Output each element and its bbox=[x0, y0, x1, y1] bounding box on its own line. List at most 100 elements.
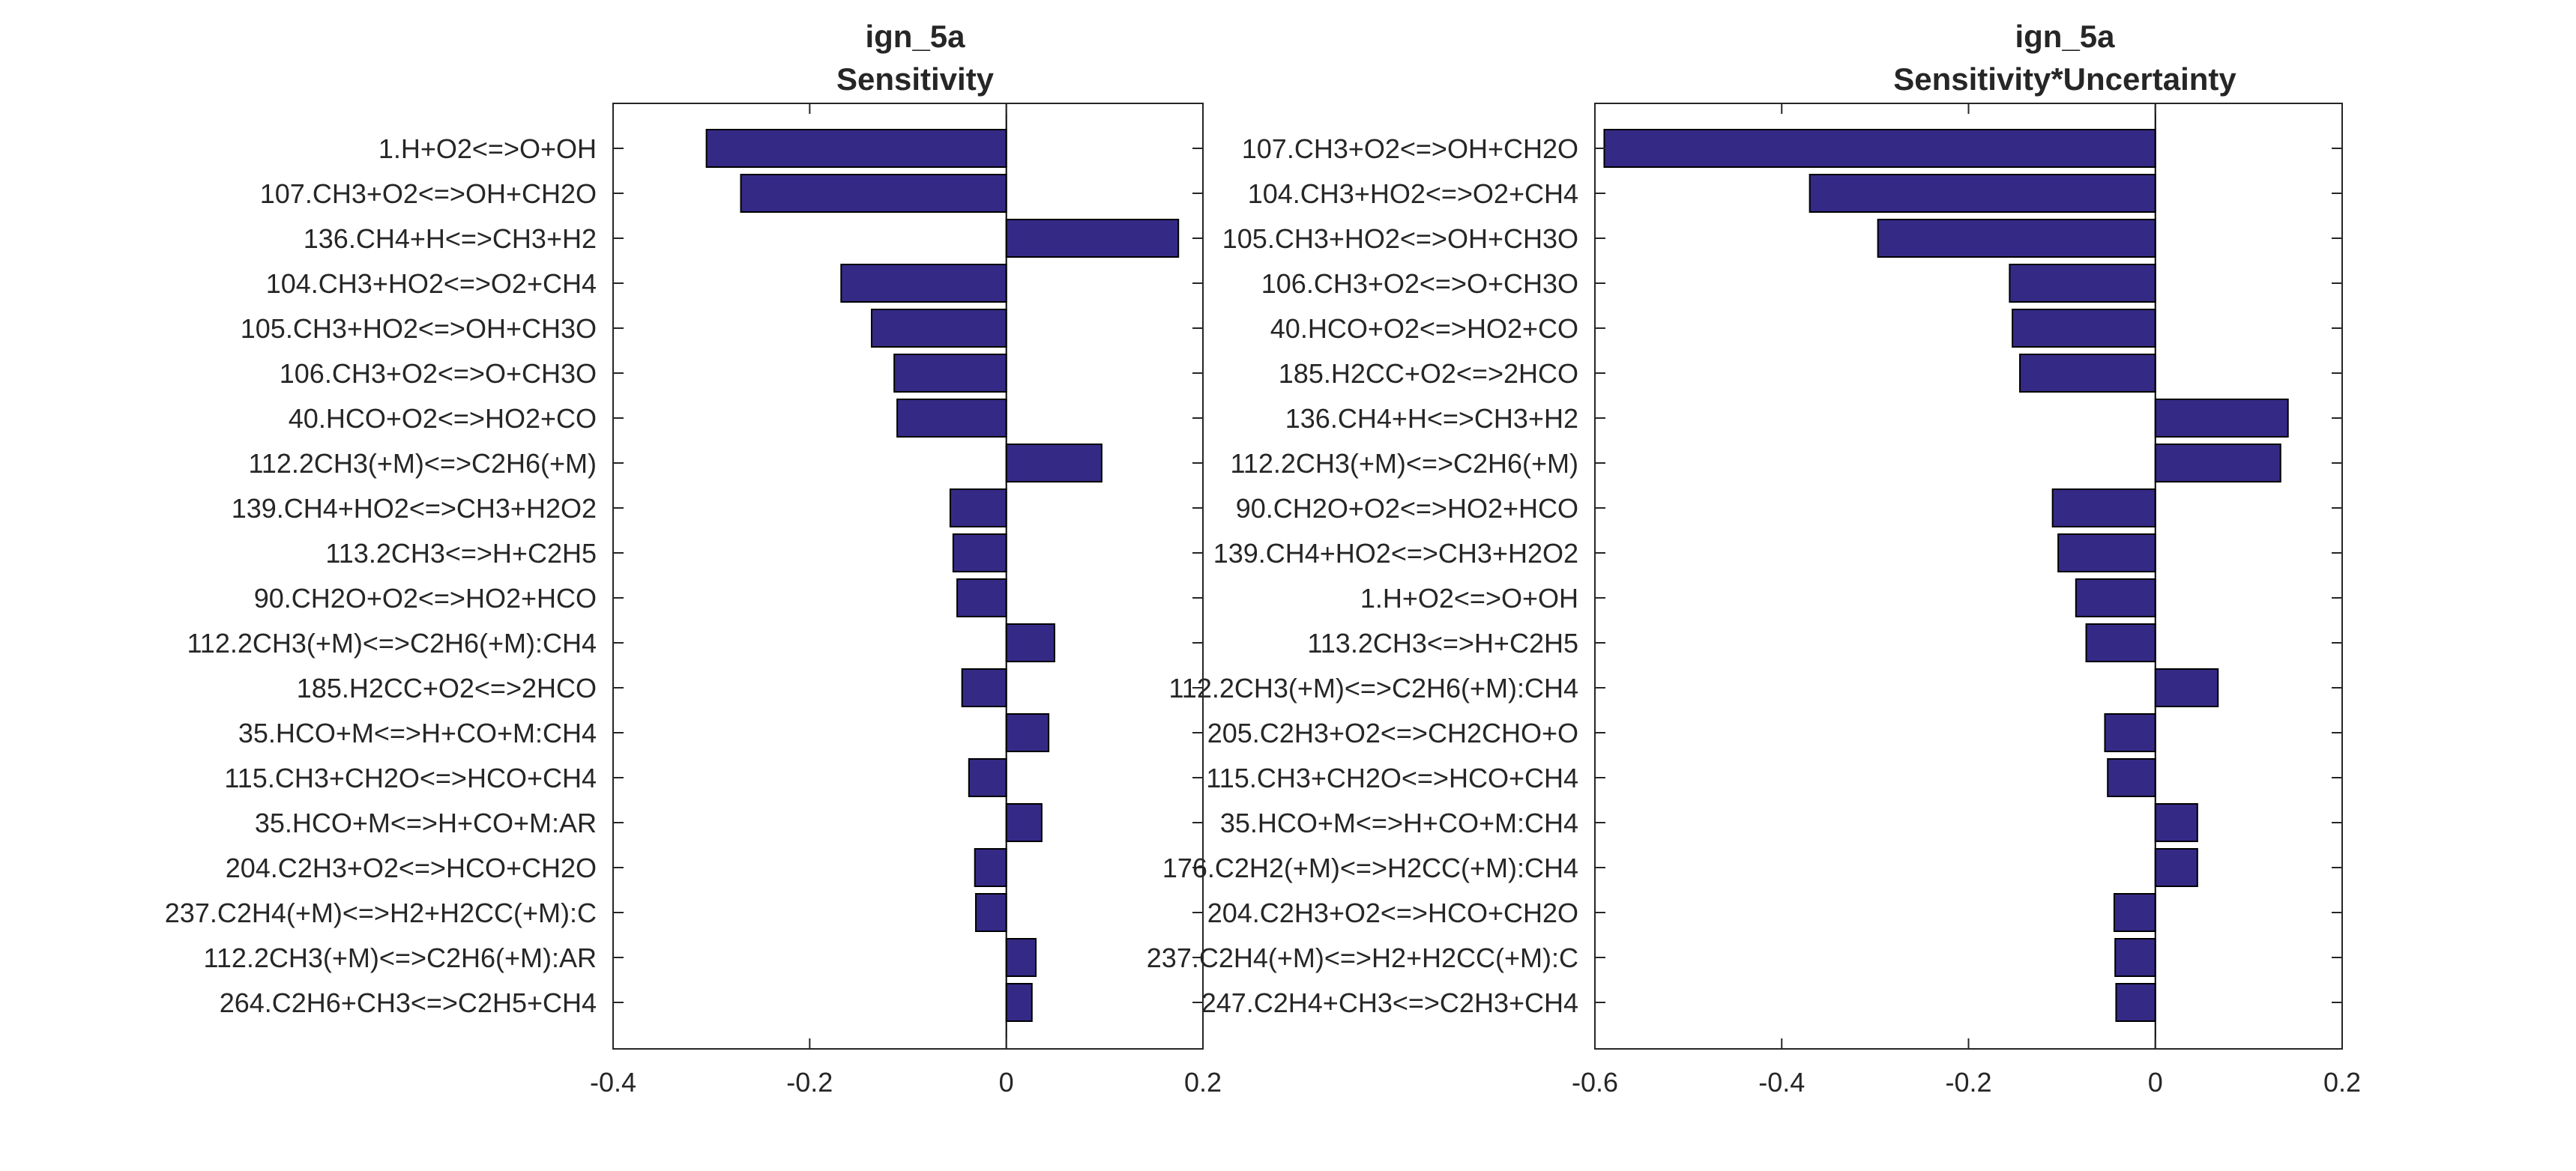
category-label: 40.HCO+O2<=>HO2+CO bbox=[1270, 313, 1578, 344]
bar-13 bbox=[961, 668, 1007, 707]
bar-2 bbox=[740, 174, 1007, 213]
bar-11 bbox=[2075, 578, 2156, 617]
bar-12 bbox=[2085, 623, 2156, 662]
category-label: 176.C2H2(+M)<=>H2CC(+M):CH4 bbox=[1162, 853, 1578, 883]
bar-8 bbox=[2154, 444, 2281, 482]
bar-7 bbox=[2154, 399, 2289, 438]
category-label: 107.CH3+O2<=>OH+CH2O bbox=[260, 178, 597, 209]
category-label: 139.CH4+HO2<=>CH3+H2O2 bbox=[1213, 538, 1578, 569]
category-label: 105.CH3+HO2<=>OH+CH3O bbox=[241, 313, 597, 344]
category-label: 247.C2H4+CH3<=>C2H3+CH4 bbox=[1201, 987, 1578, 1018]
category-labels: 107.CH3+O2<=>OH+CH2O 104.CH3+HO2<=>O2+CH4… bbox=[1147, 133, 1578, 1018]
category-label: 112.2CH3(+M)<=>C2H6(+M):CH4 bbox=[187, 628, 597, 659]
bar-11 bbox=[956, 578, 1007, 617]
category-label: 40.HCO+O2<=>HO2+CO bbox=[289, 403, 597, 434]
bar-4 bbox=[840, 264, 1007, 303]
bar-19 bbox=[2114, 938, 2156, 977]
bar-1 bbox=[705, 129, 1007, 168]
category-label: 205.C2H3+O2<=>CH2CHO+O bbox=[1207, 718, 1578, 748]
category-label: 112.2CH3(+M)<=>C2H6(+M) bbox=[248, 448, 597, 479]
x-tick-label: 0 bbox=[2148, 1067, 2163, 1098]
bar-15 bbox=[2107, 758, 2156, 797]
x-tick-label: 0.2 bbox=[1184, 1067, 1222, 1098]
category-label: 112.2CH3(+M)<=>C2H6(+M):CH4 bbox=[1168, 673, 1578, 703]
category-label: 35.HCO+M<=>H+CO+M:AR bbox=[255, 808, 597, 838]
bar-6 bbox=[893, 354, 1007, 393]
category-label: 104.CH3+HO2<=>O2+CH4 bbox=[266, 268, 597, 299]
category-label: 104.CH3+HO2<=>O2+CH4 bbox=[1248, 178, 1578, 209]
category-label: 237.C2H4(+M)<=>H2+H2CC(+M):C bbox=[165, 898, 597, 928]
bar-20 bbox=[2115, 983, 2156, 1022]
category-label: 35.HCO+M<=>H+CO+M:CH4 bbox=[1220, 808, 1578, 838]
category-label: 112.2CH3(+M)<=>C2H6(+M) bbox=[1230, 448, 1578, 479]
category-label: 204.C2H3+O2<=>HCO+CH2O bbox=[226, 853, 597, 883]
bar-3 bbox=[1005, 219, 1180, 258]
bar-9 bbox=[2051, 488, 2156, 527]
category-label: 204.C2H3+O2<=>HCO+CH2O bbox=[1207, 898, 1578, 928]
category-label: 1.H+O2<=>O+OH bbox=[1360, 583, 1578, 614]
bar-5 bbox=[870, 309, 1007, 348]
bar-8 bbox=[1005, 444, 1103, 482]
x-axis-ticks: -0.6 -0.4 -0.2 0 0.2 bbox=[1572, 103, 2361, 1098]
axes-frame bbox=[1594, 103, 2343, 1050]
x-tick-label: 0 bbox=[999, 1067, 1014, 1098]
bar-10 bbox=[2057, 533, 2156, 572]
category-label: 112.2CH3(+M)<=>C2H6(+M):AR bbox=[203, 942, 597, 973]
sensitivity-uncertainty-panel: ign_5a Sensitivity*Uncertainty 107.CH3+O… bbox=[1147, 19, 2361, 1098]
bar-3 bbox=[1877, 219, 2156, 258]
panel-title-line2: Sensitivity bbox=[836, 61, 995, 97]
x-tick-label: -0.4 bbox=[590, 1067, 636, 1098]
bar-18 bbox=[2113, 893, 2156, 932]
sensitivity-panel: ign_5a Sensitivity 1.H+O2<=>O+OH 107.CH3+… bbox=[165, 19, 1222, 1098]
panel-title-line1: ign_5a bbox=[865, 19, 965, 54]
category-label: 1.H+O2<=>O+OH bbox=[378, 133, 597, 164]
bar-4 bbox=[2009, 264, 2156, 303]
category-label: 115.CH3+CH2O<=>HCO+CH4 bbox=[1206, 763, 1578, 793]
bar-10 bbox=[952, 533, 1007, 572]
bar-6 bbox=[2019, 354, 2156, 393]
axes-frame bbox=[612, 103, 1204, 1050]
bar-2 bbox=[1809, 174, 2156, 213]
bar-group bbox=[1603, 103, 2289, 1049]
category-label: 185.H2CC+O2<=>2HCO bbox=[1279, 358, 1578, 389]
bar-group bbox=[705, 103, 1180, 1049]
bar-9 bbox=[949, 488, 1007, 527]
category-label: 35.HCO+M<=>H+CO+M:CH4 bbox=[238, 718, 597, 748]
category-label: 90.CH2O+O2<=>HO2+HCO bbox=[1236, 493, 1578, 524]
category-label: 107.CH3+O2<=>OH+CH2O bbox=[1242, 133, 1578, 164]
category-label: 136.CH4+H<=>CH3+H2 bbox=[304, 223, 597, 254]
bar-20 bbox=[1005, 983, 1033, 1022]
category-label: 237.C2H4(+M)<=>H2+H2CC(+M):C bbox=[1147, 942, 1578, 973]
category-labels: 1.H+O2<=>O+OH 107.CH3+O2<=>OH+CH2O 136.CH4… bbox=[165, 133, 597, 1018]
bar-19 bbox=[1005, 938, 1037, 977]
category-label: 264.C2H6+CH3<=>C2H5+CH4 bbox=[220, 987, 597, 1018]
panel-title-line2: Sensitivity*Uncertainty bbox=[1893, 61, 2236, 97]
x-tick-label: -0.2 bbox=[1945, 1067, 1991, 1098]
bar-16 bbox=[1005, 803, 1043, 842]
category-label: 115.CH3+CH2O<=>HCO+CH4 bbox=[224, 763, 597, 793]
bar-15 bbox=[968, 758, 1007, 797]
bar-18 bbox=[975, 893, 1007, 932]
x-tick-label: -0.4 bbox=[1758, 1067, 1805, 1098]
category-label: 105.CH3+HO2<=>OH+CH3O bbox=[1222, 223, 1578, 254]
bar-12 bbox=[1005, 623, 1055, 662]
category-label: 106.CH3+O2<=>O+CH3O bbox=[280, 358, 597, 389]
x-tick-label: -0.6 bbox=[1572, 1067, 1618, 1098]
category-label: 106.CH3+O2<=>O+CH3O bbox=[1261, 268, 1578, 299]
bar-14 bbox=[2104, 713, 2156, 752]
category-label: 113.2CH3<=>H+C2H5 bbox=[1307, 628, 1578, 659]
bar-13 bbox=[2154, 668, 2219, 707]
category-label: 136.CH4+H<=>CH3+H2 bbox=[1285, 403, 1578, 434]
category-label: 113.2CH3<=>H+C2H5 bbox=[325, 538, 597, 569]
x-tick-label: -0.2 bbox=[786, 1067, 833, 1098]
bar-17 bbox=[974, 848, 1007, 887]
bar-1 bbox=[1603, 129, 2156, 168]
x-tick-label: 0.2 bbox=[2323, 1067, 2361, 1098]
category-label: 139.CH4+HO2<=>CH3+H2O2 bbox=[232, 493, 597, 524]
category-label: 185.H2CC+O2<=>2HCO bbox=[297, 673, 597, 703]
bar-16 bbox=[2154, 803, 2198, 842]
bar-7 bbox=[896, 399, 1007, 438]
panel-title-line1: ign_5a bbox=[2015, 19, 2115, 54]
x-axis-ticks: -0.4 -0.2 0 0.2 bbox=[590, 103, 1222, 1098]
